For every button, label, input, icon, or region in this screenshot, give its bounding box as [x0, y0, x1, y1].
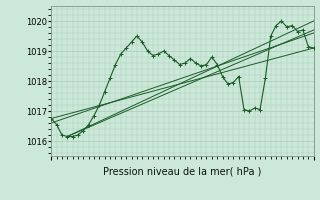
X-axis label: Pression niveau de la mer( hPa ): Pression niveau de la mer( hPa ) — [103, 166, 261, 176]
